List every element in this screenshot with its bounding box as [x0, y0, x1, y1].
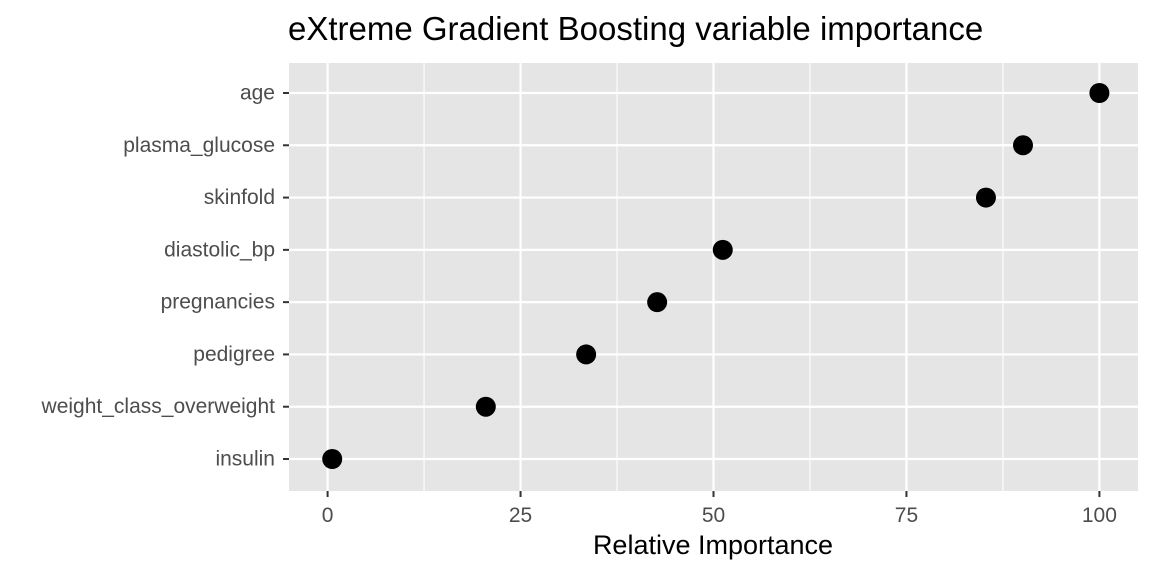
y-tick-label: pregnancies — [161, 291, 275, 314]
y-tick-label: skinfold — [204, 186, 275, 209]
x-tick-label: 100 — [1082, 504, 1117, 527]
x-axis: 0 25 50 75 100 — [322, 491, 1117, 527]
x-tick-label: 75 — [895, 504, 918, 527]
x-tick-label: 0 — [322, 504, 334, 527]
grid-lines — [289, 63, 1138, 491]
y-tick-label: plasma_glucose — [123, 134, 275, 157]
data-points — [322, 83, 1110, 469]
y-tick-label: pedigree — [193, 343, 275, 366]
data-point-skinfold — [975, 187, 996, 208]
y-tick-label: age — [240, 82, 275, 105]
data-point-plasma-glucose — [1012, 135, 1033, 156]
data-point-age — [1089, 83, 1110, 103]
x-tick-label: 25 — [509, 504, 532, 527]
x-tick-label: 50 — [702, 504, 725, 527]
y-axis: age plasma_glucose skinfold diastolic_bppre… — [41, 82, 289, 471]
data-point-pedigree — [576, 344, 597, 365]
y-tick-label: weight_class_overweight — [41, 395, 276, 418]
data-point-weight-class-overweight — [475, 396, 496, 417]
data-point-pregnancies — [647, 292, 668, 313]
data-point-insulin — [322, 449, 343, 469]
x-axis-title: Relative Importance — [593, 530, 833, 560]
y-tick-label: diastolic_bp — [164, 238, 275, 261]
y-tick-label: insulin — [215, 448, 275, 471]
data-point-diastolic-bp — [712, 239, 733, 260]
chart-title: eXtreme Gradient Boosting variable impor… — [288, 10, 983, 47]
